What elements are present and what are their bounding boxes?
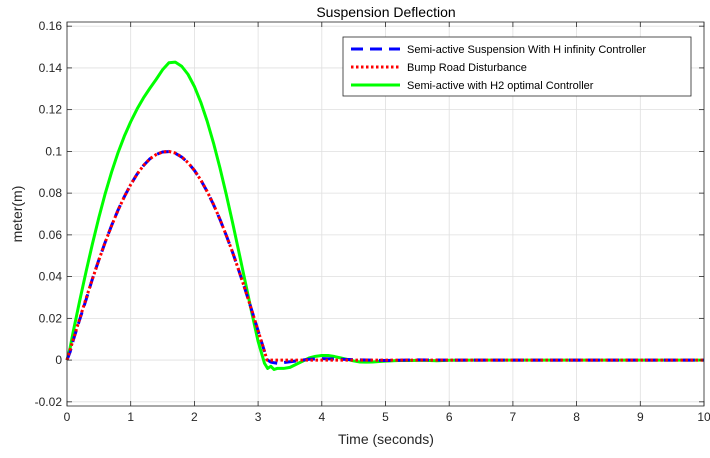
y-tick-label: 0 [55, 353, 62, 367]
x-tick-label: 5 [382, 410, 389, 424]
x-tick-label: 4 [318, 410, 325, 424]
legend-label-2: Bump Road Disturbance [407, 62, 527, 74]
legend-label-1: Semi-active Suspension With H infinity C… [407, 44, 646, 56]
y-axis-label: meter(m) [9, 186, 25, 243]
legend-label-3: Semi-active with H2 optimal Controller [407, 80, 594, 92]
legend-box [342, 36, 692, 97]
x-axis-ticks: 0 1 2 3 4 5 6 7 8 9 10 [64, 22, 710, 424]
series-layer [65, 60, 704, 371]
x-tick-label: 10 [697, 410, 710, 424]
chart-title: Suspension Deflection [316, 4, 455, 20]
series-line-2 [65, 149, 704, 362]
x-tick-label: 6 [446, 410, 453, 424]
x-tick-label: 8 [573, 410, 580, 424]
y-tick-label: 0.14 [39, 61, 63, 75]
x-tick-label: 7 [510, 410, 517, 424]
y-tick-label: 0.02 [39, 311, 63, 325]
y-tick-label: 0.06 [39, 228, 63, 242]
x-tick-label: 2 [191, 410, 198, 424]
y-tick-label: 0.04 [39, 270, 63, 284]
y-axis-ticks: -0.02 0 0.02 0.04 0.06 0.08 0.1 0.12 0.14 0.16 [35, 19, 704, 409]
y-tick-label: 0.16 [39, 19, 63, 33]
legend: Semi-active Suspension With H infinity C… [342, 36, 692, 97]
x-tick-label: 9 [637, 410, 644, 424]
x-tick-label: 0 [64, 410, 71, 424]
y-tick-label: -0.02 [35, 395, 63, 409]
y-tick-label: 0.08 [39, 186, 63, 200]
x-axis-label: Time (seconds) [338, 431, 434, 447]
y-tick-label: 0.1 [45, 144, 62, 158]
x-tick-label: 1 [127, 410, 134, 424]
x-tick-label: 3 [255, 410, 262, 424]
y-tick-label: 0.12 [39, 103, 63, 117]
